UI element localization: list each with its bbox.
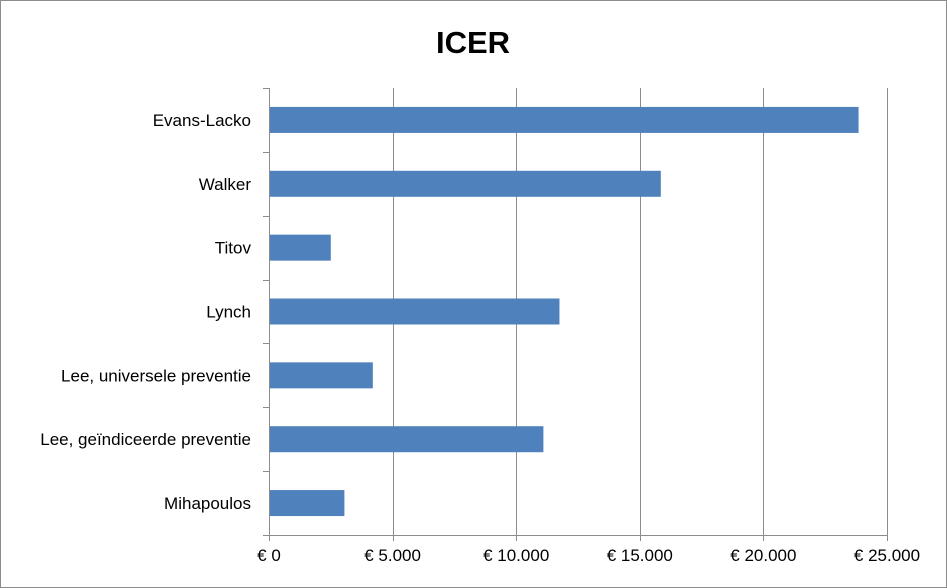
bars [270, 106, 859, 517]
gridlines [393, 88, 888, 535]
x-tick-label: € 15.000 [607, 546, 673, 565]
x-tick-labels: € 0 € 5.000 € 10.000 € 15.000 € 20.000 € 25.0… [257, 546, 920, 565]
x-tick-label: € 10.000 [483, 546, 549, 565]
chart-title: ICER [436, 25, 510, 60]
category-label: Lee, geïndiceerde preventie [40, 430, 251, 449]
bar [270, 234, 331, 261]
category-label: Lee, universele preventie [61, 366, 251, 385]
bar [270, 490, 345, 517]
category-label: Evans-Lacko [153, 111, 251, 130]
bar [270, 106, 859, 133]
bar [270, 170, 661, 197]
category-labels: Evans-Lacko Walker Titov Lynch Lee, universe… [40, 111, 251, 513]
axes [263, 88, 888, 541]
category-label: Mihapoulos [164, 494, 251, 513]
bar [270, 298, 560, 325]
bar [270, 362, 373, 389]
x-tick-label: € 25.000 [854, 546, 920, 565]
x-tick-label: € 5.000 [364, 546, 421, 565]
bar [270, 426, 544, 453]
category-label: Walker [199, 175, 252, 194]
x-tick-label: € 20.000 [730, 546, 796, 565]
x-tick-label: € 0 [257, 546, 281, 565]
category-label: Lynch [206, 303, 251, 322]
category-label: Titov [215, 239, 252, 258]
